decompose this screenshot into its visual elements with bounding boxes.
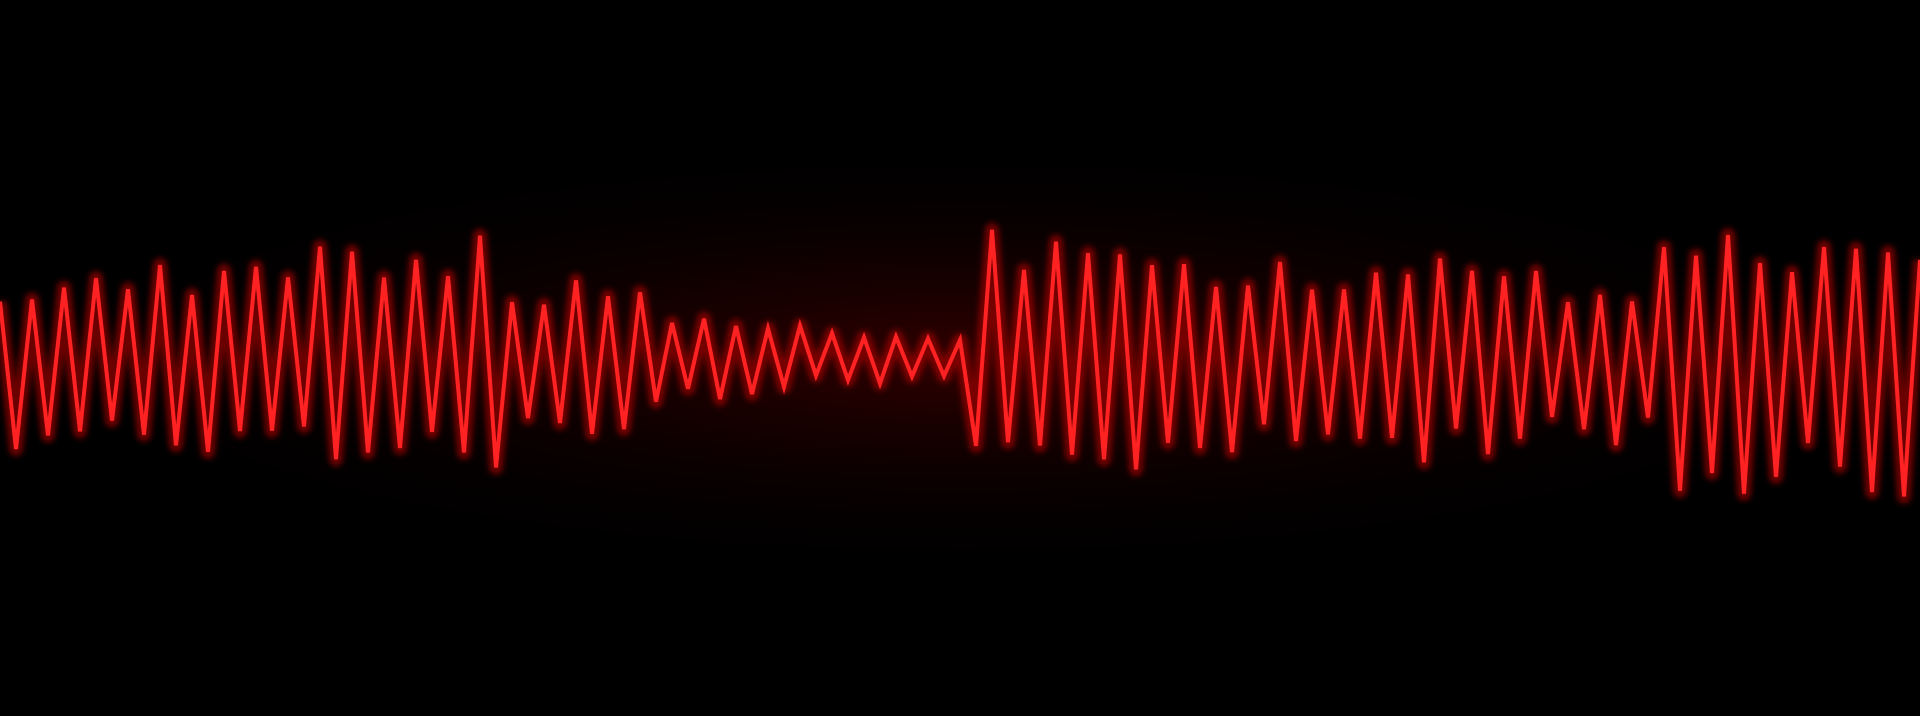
wave-line-layer bbox=[0, 229, 1920, 497]
waveform-line bbox=[0, 229, 1920, 497]
